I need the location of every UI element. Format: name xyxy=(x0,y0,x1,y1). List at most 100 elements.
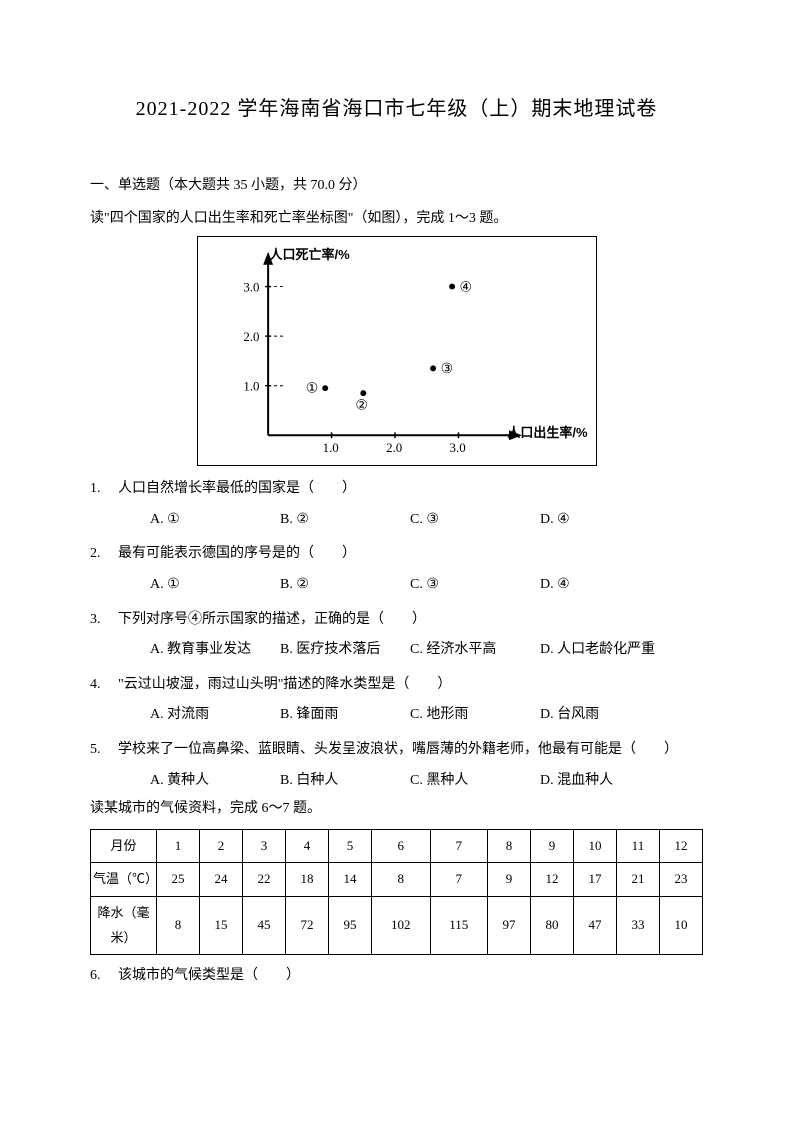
option-a: A. 黄种人 xyxy=(150,768,280,795)
temp-11: 21 xyxy=(616,863,659,897)
option-b: B. 锋面雨 xyxy=(280,702,410,729)
table-prelude: 读某城市的气候资料，完成 6～7 题。 xyxy=(90,796,703,823)
question-number: 5. xyxy=(90,737,118,764)
precip-6: 102 xyxy=(372,897,431,955)
option-a: A. ① xyxy=(150,572,280,599)
option-d: D. 混血种人 xyxy=(540,768,670,795)
question-stem: 该城市的气候类型是（ ） xyxy=(118,963,703,990)
point-4-label: ④ xyxy=(459,281,471,296)
ytick-3: 3.0 xyxy=(243,281,259,295)
question-3: 3. 下列对序号④所示国家的描述，正确的是（ ） xyxy=(90,607,703,634)
point-2-label: ② xyxy=(355,399,367,414)
point-3-label: ③ xyxy=(440,362,452,377)
question-3-options: A. 教育事业发达 B. 医疗技术落后 C. 经济水平高 D. 人口老龄化严重 xyxy=(150,637,703,664)
option-c: C. 黑种人 xyxy=(410,768,540,795)
question-4: 4. "云过山坡湿，雨过山头明"描述的降水类型是（ ） xyxy=(90,672,703,699)
point-1 xyxy=(322,385,328,391)
row-header-precip: 降水（毫米） xyxy=(91,897,157,955)
question-4-options: A. 对流雨 B. 锋面雨 C. 地形雨 D. 台风雨 xyxy=(150,702,703,729)
temp-8: 9 xyxy=(487,863,530,897)
option-b: B. 白种人 xyxy=(280,768,410,795)
temp-3: 22 xyxy=(243,863,286,897)
option-d: D. ④ xyxy=(540,572,670,599)
table-row-temperature: 气温（℃） 25 24 22 18 14 8 7 9 12 17 21 23 xyxy=(91,863,703,897)
ytick-2: 2.0 xyxy=(243,330,259,344)
xtick-3: 3.0 xyxy=(449,441,465,455)
question-stem: 最有可能表示德国的序号是的（ ） xyxy=(118,541,703,568)
chart-prelude: 读"四个国家的人口出生率和死亡率坐标图"（如图），完成 1～3 题。 xyxy=(90,206,703,233)
point-2 xyxy=(360,390,366,396)
point-4 xyxy=(449,284,455,290)
xtick-2: 2.0 xyxy=(386,441,402,455)
chart-x-axis-label: 人口出生率/% xyxy=(507,421,587,446)
option-c: C. ③ xyxy=(410,572,540,599)
table-header-row: 月份 1 2 3 4 5 6 7 8 9 10 11 12 xyxy=(91,829,703,863)
col-6: 6 xyxy=(372,829,431,863)
question-number: 2. xyxy=(90,541,118,568)
col-4: 4 xyxy=(286,829,329,863)
col-3: 3 xyxy=(243,829,286,863)
col-7: 7 xyxy=(430,829,487,863)
precip-11: 33 xyxy=(616,897,659,955)
option-b: B. ② xyxy=(280,572,410,599)
question-stem: 学校来了一位高鼻梁、蓝眼睛、头发呈波浪状，嘴唇薄的外籍老师，他最有可能是（ ） xyxy=(118,737,703,764)
ytick-1: 1.0 xyxy=(243,380,259,394)
section-heading: 一、单选题（本大题共 35 小题，共 70.0 分） xyxy=(90,173,703,200)
col-12: 12 xyxy=(659,829,702,863)
option-a: A. ① xyxy=(150,507,280,534)
question-5: 5. 学校来了一位高鼻梁、蓝眼睛、头发呈波浪状，嘴唇薄的外籍老师，他最有可能是（… xyxy=(90,737,703,764)
temp-5: 14 xyxy=(329,863,372,897)
question-1-options: A. ① B. ② C. ③ D. ④ xyxy=(150,507,703,534)
table-row-precipitation: 降水（毫米） 8 15 45 72 95 102 115 97 80 47 33… xyxy=(91,897,703,955)
option-c: C. 地形雨 xyxy=(410,702,540,729)
question-number: 4. xyxy=(90,672,118,699)
scatter-chart: 人口死亡率/% 1.0 2.0 3.0 1.0 2.0 3.0 ① ② ③ ④ … xyxy=(197,236,597,466)
col-2: 2 xyxy=(200,829,243,863)
temp-1: 25 xyxy=(157,863,200,897)
question-number: 1. xyxy=(90,476,118,503)
option-a: A. 对流雨 xyxy=(150,702,280,729)
question-number: 3. xyxy=(90,607,118,634)
question-2-options: A. ① B. ② C. ③ D. ④ xyxy=(150,572,703,599)
option-b: B. ② xyxy=(280,507,410,534)
col-header-month: 月份 xyxy=(91,829,157,863)
question-2: 2. 最有可能表示德国的序号是的（ ） xyxy=(90,541,703,568)
point-3 xyxy=(430,366,436,372)
precip-7: 115 xyxy=(430,897,487,955)
precip-4: 72 xyxy=(286,897,329,955)
precip-2: 15 xyxy=(200,897,243,955)
question-stem: "云过山坡湿，雨过山头明"描述的降水类型是（ ） xyxy=(118,672,703,699)
col-9: 9 xyxy=(530,829,573,863)
precip-9: 80 xyxy=(530,897,573,955)
temp-7: 7 xyxy=(430,863,487,897)
point-1-label: ① xyxy=(305,382,317,397)
temp-4: 18 xyxy=(286,863,329,897)
precip-8: 97 xyxy=(487,897,530,955)
question-number: 6. xyxy=(90,963,118,990)
xtick-1: 1.0 xyxy=(322,441,338,455)
exam-title: 2021-2022 学年海南省海口市七年级（上）期末地理试卷 xyxy=(90,90,703,128)
precip-12: 10 xyxy=(659,897,702,955)
climate-table: 月份 1 2 3 4 5 6 7 8 9 10 11 12 气温（℃） 25 2… xyxy=(90,829,703,956)
question-1: 1. 人口自然增长率最低的国家是（ ） xyxy=(90,476,703,503)
precip-3: 45 xyxy=(243,897,286,955)
precip-1: 8 xyxy=(157,897,200,955)
col-1: 1 xyxy=(157,829,200,863)
option-d: D. ④ xyxy=(540,507,670,534)
question-stem: 下列对序号④所示国家的描述，正确的是（ ） xyxy=(118,607,703,634)
question-5-options: A. 黄种人 B. 白种人 C. 黑种人 D. 混血种人 xyxy=(150,768,703,795)
col-11: 11 xyxy=(616,829,659,863)
col-5: 5 xyxy=(329,829,372,863)
option-d: D. 人口老龄化严重 xyxy=(540,637,670,664)
temp-12: 23 xyxy=(659,863,702,897)
option-c: C. ③ xyxy=(410,507,540,534)
col-8: 8 xyxy=(487,829,530,863)
option-c: C. 经济水平高 xyxy=(410,637,540,664)
question-stem: 人口自然增长率最低的国家是（ ） xyxy=(118,476,703,503)
option-d: D. 台风雨 xyxy=(540,702,670,729)
temp-6: 8 xyxy=(372,863,431,897)
row-header-temp: 气温（℃） xyxy=(91,863,157,897)
question-6: 6. 该城市的气候类型是（ ） xyxy=(90,963,703,990)
option-a: A. 教育事业发达 xyxy=(150,637,280,664)
temp-2: 24 xyxy=(200,863,243,897)
